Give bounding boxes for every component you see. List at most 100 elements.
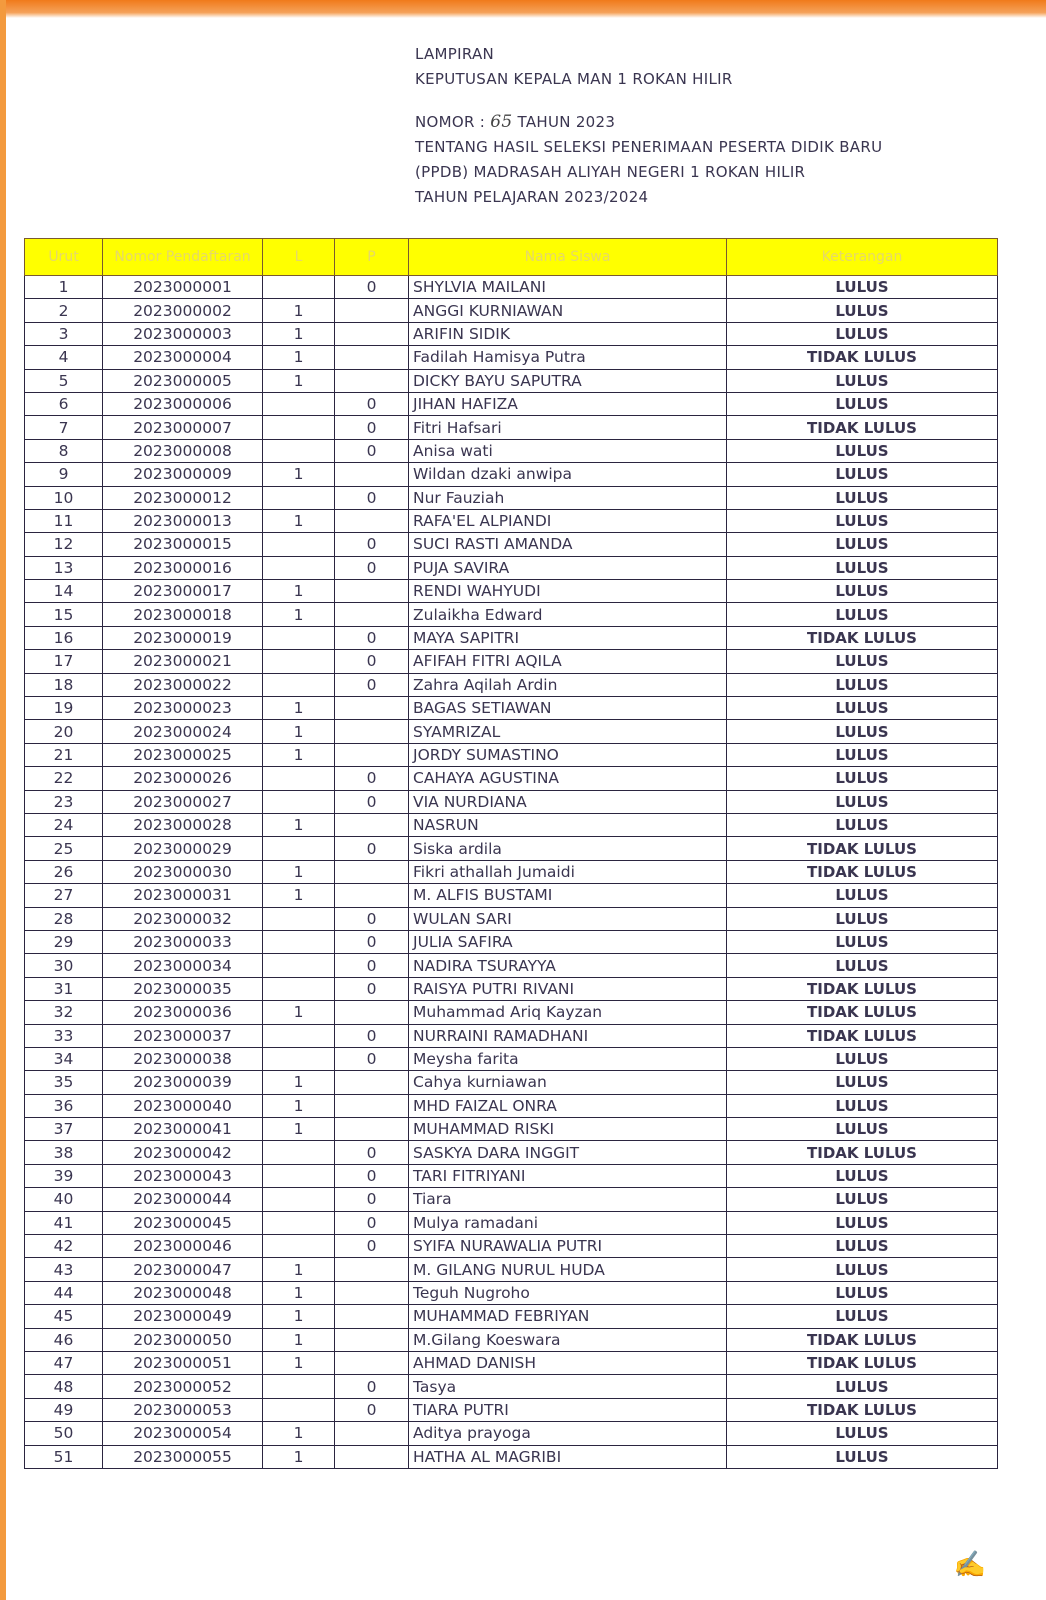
cell-l: 1 — [262, 1304, 335, 1329]
cell-nama: Aditya prayoga — [408, 1421, 727, 1446]
table-row: 23 2023000027 0 VIA NURDIANA LULUS — [24, 789, 998, 814]
cell-nomor: 2023000050 — [102, 1327, 263, 1352]
cell-urut: 26 — [24, 859, 103, 885]
cell-keterangan: LULUS — [726, 742, 998, 768]
cell-nama: NURRAINI RAMADHANI — [408, 1023, 727, 1048]
cell-nama: MHD FAIZAL ONRA — [408, 1093, 727, 1119]
cell-nama: SASKYA DARA INGGIT — [408, 1140, 727, 1165]
cell-p: 0 — [334, 532, 409, 557]
table-row: 25 2023000029 0 Siska ardila TIDAK LULUS — [24, 836, 998, 861]
cell-nomor: 2023000038 — [102, 1046, 263, 1072]
cell-p — [334, 742, 409, 768]
cell-nomor: 2023000044 — [102, 1187, 263, 1212]
cell-nomor: 2023000012 — [102, 485, 263, 510]
cell-nama: DICKY BAYU SAPUTRA — [408, 368, 727, 393]
cell-urut: 44 — [24, 1280, 103, 1306]
table-row: 17 2023000021 0 AFIFAH FITRI AQILA LULUS — [24, 649, 998, 674]
cell-nomor: 2023000023 — [102, 696, 263, 721]
cell-keterangan: LULUS — [726, 321, 998, 347]
cell-nama: PUJA SAVIRA — [408, 555, 727, 581]
cell-urut: 34 — [24, 1046, 103, 1072]
cell-urut: 49 — [24, 1397, 103, 1423]
cell-nama: Cahya kurniawan — [408, 1070, 727, 1095]
table-row: 36 2023000040 1 MHD FAIZAL ONRA LULUS — [24, 1093, 998, 1119]
header-p: P — [334, 238, 409, 276]
cell-urut: 17 — [24, 649, 103, 674]
cell-urut: 24 — [24, 812, 103, 838]
cell-keterangan: LULUS — [726, 298, 998, 323]
cell-urut: 39 — [24, 1163, 103, 1189]
cell-keterangan: LULUS — [726, 485, 998, 510]
cell-nama: Fadilah Hamisya Putra — [408, 345, 727, 370]
cell-nomor: 2023000015 — [102, 532, 263, 557]
table-row: 13 2023000016 0 PUJA SAVIRA LULUS — [24, 555, 998, 581]
cell-p — [334, 696, 409, 721]
table-row: 1 2023000001 0 SHYLVIA MAILANI LULUS — [24, 274, 998, 300]
cell-nama: RENDI WAHYUDI — [408, 579, 727, 604]
cell-l — [262, 766, 335, 791]
cell-l — [262, 1374, 335, 1399]
cell-l: 1 — [262, 1117, 335, 1142]
table-row: 22 2023000026 0 CAHAYA AGUSTINA LULUS — [24, 766, 998, 791]
cell-keterangan: TIDAK LULUS — [726, 1140, 998, 1165]
nomor-prefix: NOMOR : — [415, 113, 486, 131]
table-row: 7 2023000007 0 Fitri Hafsari TIDAK LULUS — [24, 415, 998, 440]
cell-keterangan: LULUS — [726, 1421, 998, 1446]
cell-l — [262, 1187, 335, 1212]
cell-keterangan: TIDAK LULUS — [726, 1000, 998, 1025]
table-row: 46 2023000050 1 M.Gilang Koeswara TIDAK LULU… — [24, 1327, 998, 1352]
table-row: 30 2023000034 0 NADIRA TSURAYYA LULUS — [24, 953, 998, 978]
cell-p: 0 — [334, 438, 409, 464]
table-row: 45 2023000049 1 MUHAMMAD FEBRIYAN LULUS — [24, 1304, 998, 1329]
table-row: 42 2023000046 0 SYIFA NURAWALIA PUTRI LULUS — [24, 1234, 998, 1259]
cell-l: 1 — [262, 579, 335, 604]
cell-p: 0 — [334, 1397, 409, 1423]
cell-l — [262, 1140, 335, 1165]
cell-l: 1 — [262, 1070, 335, 1095]
cell-nomor: 2023000009 — [102, 462, 263, 487]
cell-p: 0 — [334, 649, 409, 674]
cell-urut: 15 — [24, 602, 103, 627]
cell-urut: 46 — [24, 1327, 103, 1352]
cell-p: 0 — [334, 1140, 409, 1165]
cell-nama: TIARA PUTRI — [408, 1397, 727, 1423]
nomor-handwritten: 65 — [490, 112, 513, 132]
table-row: 35 2023000039 1 Cahya kurniawan LULUS — [24, 1070, 998, 1095]
cell-p — [334, 508, 409, 534]
cell-l — [262, 625, 335, 651]
cell-keterangan: TIDAK LULUS — [726, 1327, 998, 1352]
cell-urut: 45 — [24, 1304, 103, 1329]
cell-keterangan: LULUS — [726, 929, 998, 955]
cell-nomor: 2023000024 — [102, 719, 263, 744]
table-row: 14 2023000017 1 RENDI WAHYUDI LULUS — [24, 579, 998, 604]
cell-nama: VIA NURDIANA — [408, 789, 727, 814]
cell-l: 1 — [262, 883, 335, 908]
cell-nama: NADIRA TSURAYYA — [408, 953, 727, 978]
cell-p: 0 — [334, 415, 409, 440]
cell-p: 0 — [334, 485, 409, 510]
cell-urut: 42 — [24, 1234, 103, 1259]
cell-nomor: 2023000036 — [102, 1000, 263, 1025]
cell-urut: 30 — [24, 953, 103, 978]
signature-initial: ✍ — [953, 1550, 986, 1580]
cell-l: 1 — [262, 859, 335, 885]
cell-nomor: 2023000030 — [102, 859, 263, 885]
cell-nomor: 2023000013 — [102, 508, 263, 534]
table-row: 26 2023000030 1 Fikri athallah Jumaidi TIDAK… — [24, 859, 998, 885]
cell-nama: CAHAYA AGUSTINA — [408, 766, 727, 791]
cell-p — [334, 1304, 409, 1329]
cell-p — [334, 1257, 409, 1282]
table-row: 12 2023000015 0 SUCI RASTI AMANDA LULUS — [24, 532, 998, 557]
cell-keterangan: LULUS — [726, 812, 998, 838]
cell-keterangan: LULUS — [726, 579, 998, 604]
table-row: 32 2023000036 1 Muhammad Ariq Kayzan TIDAK L… — [24, 1000, 998, 1025]
cell-nomor: 2023000046 — [102, 1234, 263, 1259]
cell-nama: Tiara — [408, 1187, 727, 1212]
table-row: 2 2023000002 1 ANGGI KURNIAWAN LULUS — [24, 298, 998, 323]
table-row: 33 2023000037 0 NURRAINI RAMADHANI TIDAK LUL… — [24, 1023, 998, 1048]
cell-keterangan: LULUS — [726, 555, 998, 581]
nomor-suffix: TAHUN 2023 — [517, 113, 616, 131]
cell-keterangan: LULUS — [726, 1210, 998, 1236]
cell-nama: MAYA SAPITRI — [408, 625, 727, 651]
cell-urut: 50 — [24, 1421, 103, 1446]
